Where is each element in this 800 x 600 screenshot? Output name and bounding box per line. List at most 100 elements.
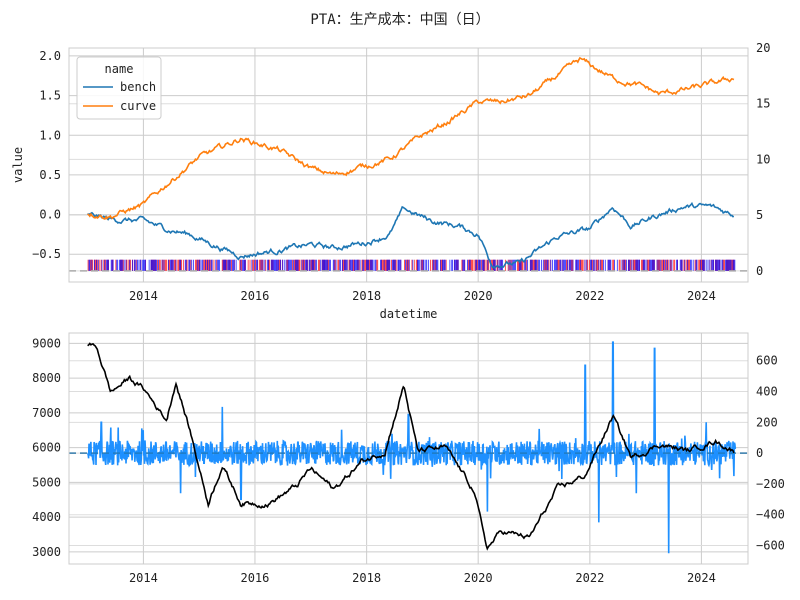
blue-bar	[624, 259, 626, 271]
blue-bar	[163, 259, 165, 271]
blue-bar	[536, 259, 538, 271]
blue-bar	[154, 259, 156, 271]
blue-bar	[590, 259, 592, 271]
blue-bar	[326, 259, 328, 271]
red-bar	[461, 259, 463, 271]
red-bar	[338, 259, 340, 271]
red-bar	[186, 259, 188, 271]
red-bar	[405, 259, 407, 271]
red-bar	[565, 259, 567, 271]
red-bar	[670, 259, 672, 271]
blue-bar	[642, 259, 644, 271]
blue-bar	[696, 259, 698, 271]
blue-bar	[692, 259, 694, 271]
blue-bar	[152, 259, 154, 271]
blue-bar	[584, 259, 586, 271]
blue-bar	[140, 259, 142, 271]
y2-tick-label: −200	[756, 477, 785, 491]
blue-bar	[508, 259, 510, 271]
blue-bar	[595, 259, 597, 271]
red-bar	[174, 259, 176, 271]
red-bar	[694, 259, 696, 271]
blue-bar	[626, 259, 628, 271]
blue-bar	[106, 259, 108, 271]
blue-bar	[235, 259, 237, 271]
legend-box	[76, 56, 162, 120]
blue-bar	[137, 259, 139, 271]
blue-bar	[397, 259, 399, 271]
blue-bar	[732, 259, 734, 271]
blue-bar	[175, 259, 177, 271]
blue-bar	[355, 259, 356, 271]
blue-bar	[464, 259, 466, 271]
blue-bar	[479, 259, 481, 271]
blue-bar	[553, 259, 555, 271]
red-bar	[657, 259, 659, 271]
blue-bar	[623, 259, 625, 271]
red-bar	[674, 259, 676, 271]
red-bar	[382, 259, 384, 271]
blue-bar	[233, 259, 235, 271]
red-bar	[571, 259, 573, 271]
blue-bar	[274, 259, 276, 271]
red-bar	[368, 259, 370, 271]
blue-bar	[278, 259, 280, 271]
blue-bar	[301, 259, 303, 271]
blue-bar	[116, 259, 118, 271]
red-bar	[292, 259, 294, 271]
blue-bar	[156, 259, 158, 271]
blue-bar	[232, 259, 234, 271]
red-bar	[221, 259, 223, 271]
blue-bar	[386, 259, 388, 271]
red-bar	[318, 259, 319, 271]
red-bar	[545, 259, 547, 271]
blue-bar	[240, 259, 242, 271]
blue-bar	[716, 259, 718, 271]
red-bar	[177, 259, 179, 271]
blue-bar	[700, 259, 702, 271]
blue-bar	[552, 259, 554, 271]
red-bar	[318, 259, 320, 271]
blue-bar	[268, 259, 269, 271]
red-bar	[543, 259, 545, 271]
blue-bar	[547, 259, 549, 271]
red-bar	[298, 259, 300, 271]
x-tick-label: 2022	[575, 571, 604, 585]
blue-bar	[295, 259, 297, 271]
blue-bar	[428, 259, 430, 271]
blue-bar	[355, 259, 357, 271]
red-bar	[157, 259, 158, 271]
blue-bar	[254, 259, 256, 271]
blue-bar	[354, 259, 356, 271]
blue-bar	[542, 259, 544, 271]
blue-bar	[499, 259, 501, 271]
blue-bar	[275, 259, 277, 271]
blue-bar	[345, 259, 347, 271]
red-bar	[126, 259, 128, 271]
blue-bar	[319, 259, 321, 271]
blue-bar	[290, 259, 292, 271]
blue-bar	[530, 259, 532, 271]
blue-bar	[228, 259, 230, 271]
blue-bar	[305, 259, 306, 271]
blue-bar	[531, 259, 533, 271]
blue-bar	[367, 259, 368, 271]
blue-bar	[637, 259, 639, 271]
blue-bar	[389, 259, 391, 271]
blue-bar	[148, 259, 150, 271]
blue-bar	[449, 259, 451, 271]
red-bar	[411, 259, 413, 271]
blue-bar	[628, 259, 630, 271]
red-bar	[407, 259, 409, 271]
blue-bar	[95, 259, 97, 271]
red-bar	[548, 259, 550, 271]
change-series-line	[86, 341, 737, 554]
blue-bar	[729, 259, 731, 271]
blue-bar	[646, 259, 648, 271]
blue-bar	[669, 259, 671, 271]
blue-bar	[125, 259, 127, 271]
red-bar	[328, 259, 330, 271]
blue-bar	[451, 259, 453, 271]
y2-tick-label: 400	[756, 385, 778, 399]
blue-bar	[188, 259, 190, 271]
